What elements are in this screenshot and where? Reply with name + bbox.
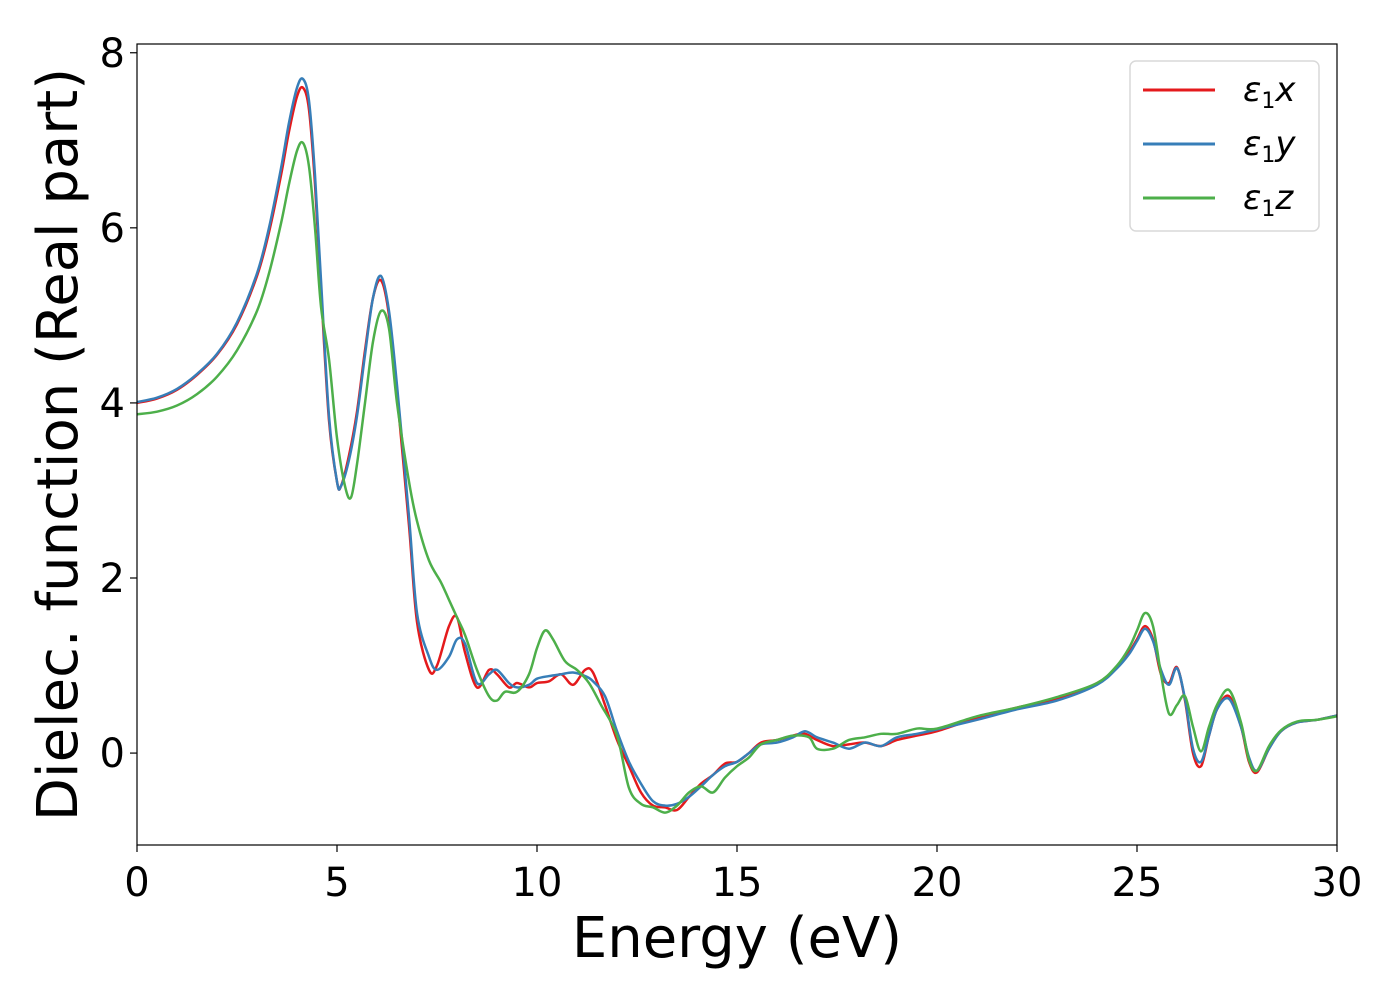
y-tick-label: 4: [100, 381, 125, 427]
x-tick-label: 30: [1312, 860, 1363, 906]
y-tick-label: 0: [100, 731, 125, 777]
y-tick-label: 8: [100, 31, 125, 77]
x-tick-label: 10: [512, 860, 563, 906]
x-tick-label: 15: [712, 860, 763, 906]
y-axis-ticks: 0 2 4 6 8: [100, 31, 137, 777]
legend-label-z: ε1z: [1243, 178, 1294, 222]
legend-box: [1129, 60, 1320, 232]
x-tick-label: 0: [124, 860, 149, 906]
legend-label-x: ε1x: [1243, 70, 1296, 114]
y-tick-label: 6: [100, 206, 125, 252]
plot-lines: [136, 77, 1338, 814]
y-tick-label: 2: [100, 556, 125, 602]
series-line-z: [136, 140, 1338, 814]
x-tick-label: 20: [912, 860, 963, 906]
x-tick-label: 5: [324, 860, 349, 906]
x-axis-ticks: 0 5 10 15 20 25 30: [124, 845, 1362, 906]
y-axis-label: Dielec. function (Real part): [26, 68, 91, 821]
x-axis-label: Energy (eV): [572, 906, 902, 971]
legend: ε1x ε1y ε1z: [1129, 60, 1320, 232]
legend-label-y: ε1y: [1243, 124, 1296, 168]
x-tick-label: 25: [1112, 860, 1163, 906]
